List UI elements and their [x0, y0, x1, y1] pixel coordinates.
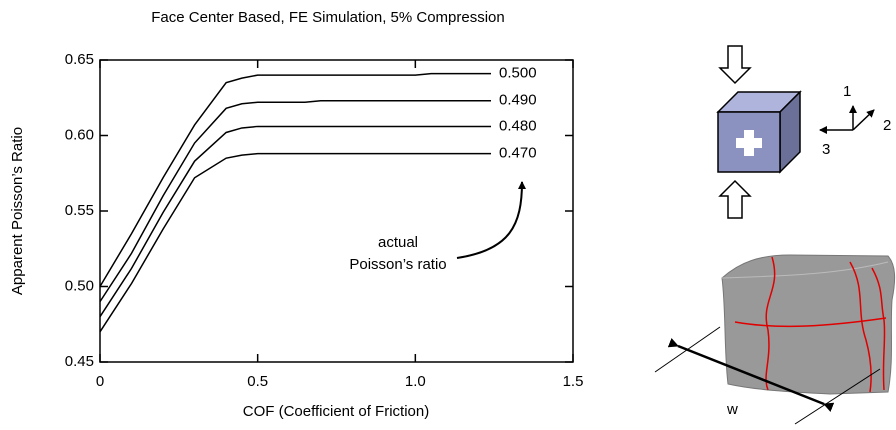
y-tick-label: 0.45	[65, 353, 94, 370]
axis-label: 1	[843, 83, 851, 100]
x-tick-label: 1.5	[563, 373, 584, 390]
line	[100, 74, 491, 287]
y-tick-label: 0.55	[65, 202, 94, 219]
line-label: 0.500	[499, 65, 537, 82]
y-tick-label: 0.65	[65, 51, 94, 68]
annotation: Poisson’s ratio	[349, 256, 446, 273]
y-tick-label: 0.60	[65, 126, 94, 143]
x-tick-label: 0.5	[247, 373, 268, 390]
line	[100, 154, 491, 332]
line-label: 0.490	[499, 92, 537, 109]
figure: Face Center Based, FE Simulation, 5% Com…	[0, 0, 896, 430]
line-label: 0.470	[499, 145, 537, 162]
y-tick-label: 0.50	[65, 277, 94, 294]
chart-title: Face Center Based, FE Simulation, 5% Com…	[151, 9, 505, 26]
x-axis-label: COF (Coefficient of Friction)	[243, 403, 429, 420]
axis-label: 2	[883, 117, 891, 134]
cube-diagram: 1 2 3	[718, 46, 891, 218]
deformed-block: w	[655, 255, 895, 424]
y-axis-label: Apparent Poisson’s Ratio	[9, 127, 26, 295]
width-label: w	[726, 401, 738, 418]
annotation: actual	[378, 234, 418, 251]
x-tick-label: 0	[96, 373, 104, 390]
line-label: 0.480	[499, 117, 537, 134]
axis-label: 3	[822, 141, 830, 158]
line	[100, 126, 491, 316]
annotation-arrow	[457, 182, 522, 258]
x-tick-label: 1.0	[405, 373, 426, 390]
